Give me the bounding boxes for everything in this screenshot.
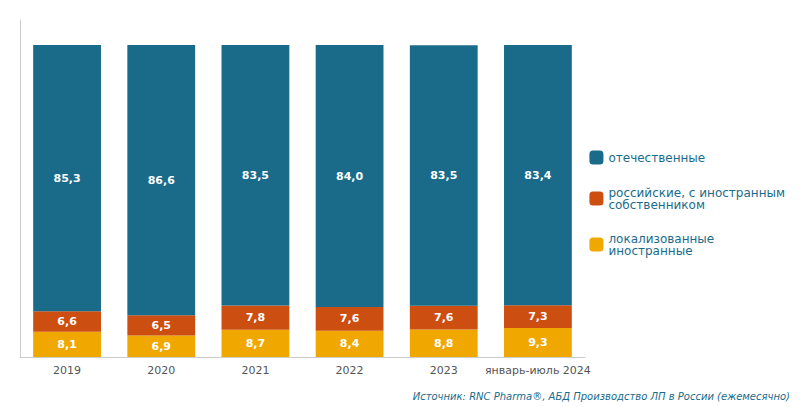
svg-text:8,1: 8,1: [57, 338, 77, 351]
svg-text:7,6: 7,6: [434, 311, 454, 324]
svg-text:2019: 2019: [53, 364, 81, 377]
svg-text:Источник: RNC Pharma®, АБД Про: Источник: RNC Pharma®, АБД Производство …: [413, 391, 790, 402]
svg-text:2022: 2022: [336, 364, 364, 377]
svg-text:собственником: собственником: [608, 198, 705, 212]
svg-text:9,3: 9,3: [528, 336, 548, 349]
svg-text:2021: 2021: [241, 364, 269, 377]
svg-text:86,6: 86,6: [148, 174, 175, 187]
svg-text:локализованные: локализованные: [608, 231, 715, 246]
svg-text:7,8: 7,8: [246, 311, 265, 324]
svg-text:2020: 2020: [147, 364, 175, 377]
svg-text:83,4: 83,4: [524, 169, 551, 182]
svg-text:85,3: 85,3: [54, 172, 81, 185]
svg-text:83,5: 83,5: [430, 169, 457, 182]
svg-text:иностранные: иностранные: [608, 244, 692, 258]
svg-text:7,6: 7,6: [340, 312, 360, 325]
svg-text:январь-июль 2024: январь-июль 2024: [485, 364, 591, 377]
svg-text:российские, с иностранным: российские, с иностранным: [608, 185, 785, 200]
svg-text:8,4: 8,4: [340, 337, 360, 350]
svg-text:8,8: 8,8: [434, 337, 454, 350]
svg-text:8,7: 8,7: [246, 337, 265, 350]
svg-text:2023: 2023: [430, 364, 458, 377]
svg-text:7,3: 7,3: [528, 310, 548, 323]
svg-text:6,5: 6,5: [152, 319, 172, 332]
svg-text:84,0: 84,0: [336, 170, 363, 183]
svg-text:6,9: 6,9: [152, 340, 172, 353]
svg-text:83,5: 83,5: [242, 169, 269, 182]
svg-text:6,6: 6,6: [57, 315, 77, 328]
svg-text:отечественные: отечественные: [608, 151, 705, 165]
